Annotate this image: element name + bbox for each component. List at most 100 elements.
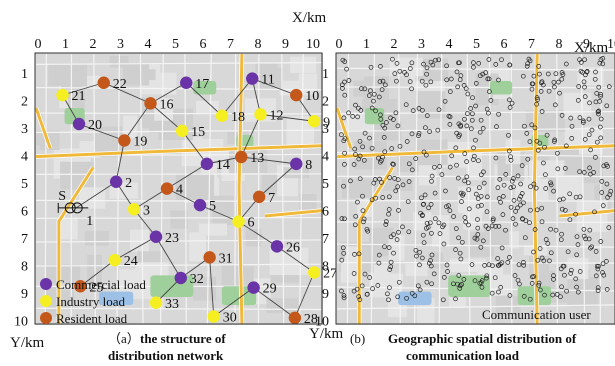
map-block: [79, 187, 106, 209]
panel-a-caption-line2: distribution network: [108, 348, 224, 363]
map-park: [489, 81, 513, 95]
communication-user-marker: [424, 113, 430, 118]
communication-user-marker: [596, 263, 601, 269]
communication-user-marker: [429, 230, 434, 236]
communication-user-marker: [416, 106, 422, 111]
communication-user-marker: [484, 275, 489, 281]
network-edge: [213, 287, 254, 317]
panel-a: S123456789101112131415161718192021222324…: [10, 10, 337, 363]
communication-user-marker: [488, 98, 494, 103]
communication-user-marker: [459, 199, 464, 204]
node-label: 18: [231, 110, 245, 125]
node-label: 31: [219, 251, 233, 266]
communication-user-marker: [511, 198, 517, 203]
communication-user-marker: [447, 164, 453, 170]
communication-user-marker: [558, 237, 564, 243]
communication-user-marker: [592, 209, 597, 215]
communication-user-marker: [485, 226, 491, 231]
communication-user-marker: [577, 115, 583, 120]
communication-user-marker: [420, 202, 426, 207]
communication-user-marker: [407, 66, 413, 71]
communication-user-marker: [506, 132, 511, 138]
communication-user-marker: [541, 160, 546, 166]
node-industry: [307, 115, 321, 128]
panel-b-x-tick-label: 2: [391, 37, 398, 52]
communication-user-marker: [397, 68, 403, 74]
communication-user-marker: [469, 117, 475, 123]
communication-user-marker: [424, 279, 430, 285]
communication-user-marker: [581, 79, 587, 85]
communication-user-marker: [359, 283, 365, 289]
communication-user-marker: [380, 195, 386, 200]
communication-user-marker: [604, 181, 610, 187]
panel-a-frame: [34, 52, 323, 325]
communication-user-marker: [379, 87, 385, 92]
communication-user-marker: [567, 217, 573, 223]
communication-user-marker: [451, 214, 456, 219]
communication-user-marker: [496, 262, 502, 268]
communication-user-marker: [428, 258, 433, 263]
panel-b-x-tick-label: 7: [528, 37, 535, 52]
panel-b-frame: [335, 52, 615, 325]
map-block: [57, 217, 78, 240]
map-park: [193, 81, 217, 95]
communication-user-marker: [551, 277, 556, 282]
communication-user-marker: [455, 175, 461, 181]
communication-user-marker: [575, 289, 581, 295]
communication-user-marker: [493, 155, 499, 161]
communication-user-marker: [406, 161, 412, 167]
communication-user-marker: [395, 123, 401, 129]
communication-user-marker: [591, 170, 596, 175]
communication-user-marker: [446, 113, 452, 119]
communication-user-marker: [524, 63, 530, 69]
communication-user-marker: [580, 118, 586, 124]
communication-user-marker: [416, 131, 422, 136]
map-street: [298, 53, 304, 325]
panel-a-y-tick-label: 9: [21, 287, 28, 302]
communication-user-marker: [381, 135, 387, 140]
communication-user-marker: [496, 111, 501, 117]
communication-user-marker: [423, 125, 428, 131]
communication-user-marker: [536, 280, 542, 286]
communication-user-marker: [476, 61, 482, 66]
communication-user-marker: [396, 208, 401, 213]
communication-user-marker: [484, 273, 490, 279]
communication-user-marker: [513, 209, 518, 214]
network-edge: [155, 236, 182, 279]
communication-user-marker: [537, 71, 542, 77]
node-label: 29: [263, 282, 277, 297]
communication-user-marker: [441, 275, 447, 280]
communication-user-marker: [552, 102, 558, 108]
network-edge: [114, 236, 157, 261]
communication-user-marker: [520, 73, 526, 79]
communication-user-marker: [422, 192, 428, 198]
panel-a-y-tick-label: 10: [14, 315, 28, 330]
map-street: [336, 86, 615, 89]
communication-user-marker: [550, 292, 556, 298]
panel-a-y-tick-label: 7: [21, 232, 28, 247]
node-label: 1: [86, 214, 93, 229]
communication-user-marker: [371, 98, 376, 104]
communication-user-marker: [388, 259, 394, 265]
communication-user-marker: [391, 162, 396, 167]
communication-user-marker: [424, 65, 430, 71]
panel-a-x-tick-label: 2: [90, 37, 97, 52]
communication-user-marker: [604, 287, 610, 292]
communication-user-marker: [357, 153, 363, 159]
communication-user-marker: [526, 56, 532, 62]
network-edge: [241, 156, 297, 165]
communication-user-marker: [369, 197, 375, 203]
communication-user-marker: [599, 190, 605, 195]
node-resident: [160, 182, 174, 195]
communication-user-marker: [447, 114, 453, 120]
communication-user-marker: [458, 73, 464, 78]
communication-user-marker: [512, 273, 518, 278]
node-resident: [74, 280, 87, 293]
communication-user-marker: [437, 231, 443, 236]
communication-user-marker: [379, 158, 384, 163]
communication-user-marker: [595, 266, 601, 272]
communication-user-marker: [429, 281, 434, 287]
node-label: 30: [223, 311, 237, 326]
communication-user-marker: [558, 294, 563, 300]
communication-user-marker: [480, 126, 486, 131]
